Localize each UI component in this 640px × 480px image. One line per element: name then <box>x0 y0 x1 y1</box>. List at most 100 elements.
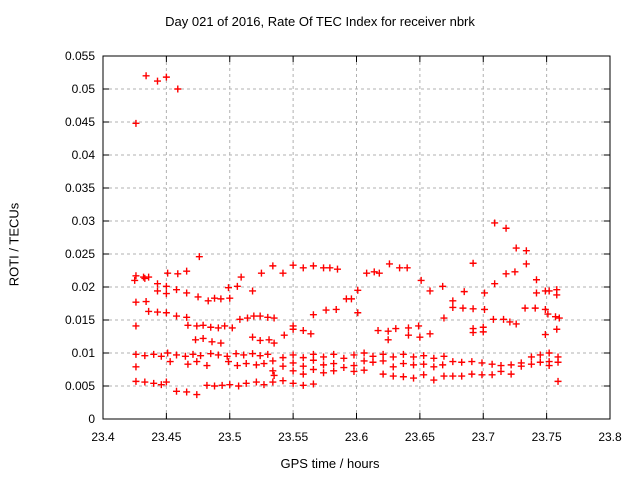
data-point-marker <box>252 361 260 369</box>
data-point-marker <box>193 391 201 399</box>
data-point-marker <box>243 314 251 322</box>
data-point-marker <box>426 287 434 295</box>
data-point-marker <box>502 270 510 278</box>
data-point-marker <box>468 358 476 366</box>
data-point-marker <box>264 313 272 321</box>
data-point-marker <box>449 372 457 380</box>
data-point-marker <box>512 244 520 252</box>
y-tick-label: 0.035 <box>65 181 95 195</box>
data-point-marker <box>218 381 226 389</box>
data-point-marker <box>399 373 407 381</box>
x-tick-label: 23.75 <box>532 430 562 444</box>
data-point-marker <box>430 354 438 362</box>
data-point-marker <box>166 358 174 366</box>
data-point-marker <box>481 305 489 313</box>
data-point-marker <box>260 360 268 368</box>
x-axis-label: GPS time / hours <box>280 456 380 471</box>
data-point-marker <box>141 274 149 282</box>
data-point-marker <box>154 308 162 316</box>
data-point-marker <box>553 325 561 333</box>
data-point-marker <box>154 287 162 295</box>
data-point-marker <box>299 370 307 378</box>
data-point-marker <box>173 312 181 320</box>
data-point-marker <box>181 352 189 360</box>
data-point-marker <box>226 294 234 302</box>
data-point-marker <box>320 353 328 361</box>
data-point-marker <box>340 364 348 372</box>
y-tick-label: 0.025 <box>65 247 95 261</box>
data-point-marker <box>132 350 140 358</box>
data-point-marker <box>469 329 477 337</box>
data-point-marker <box>403 264 411 272</box>
data-point-marker <box>249 287 257 295</box>
data-point-marker <box>162 282 170 290</box>
y-tick-label: 0.055 <box>65 49 95 63</box>
data-point-marker <box>154 77 162 85</box>
data-point-marker <box>420 360 428 368</box>
data-point-marker <box>479 328 487 336</box>
data-point-marker <box>379 357 387 365</box>
data-point-marker <box>173 387 181 395</box>
data-point-marker <box>183 267 191 275</box>
data-point-marker <box>208 338 216 346</box>
data-point-marker <box>240 351 248 359</box>
data-point-marker <box>500 315 508 323</box>
data-point-marker <box>174 270 182 278</box>
data-point-marker <box>389 372 397 380</box>
x-tick-label: 23.4 <box>91 430 115 444</box>
data-point-marker <box>532 276 540 284</box>
data-point-marker <box>449 303 457 311</box>
data-point-marker <box>439 361 447 369</box>
data-point-marker <box>309 350 317 358</box>
data-point-marker <box>478 371 486 379</box>
data-point-marker <box>491 219 499 227</box>
data-point-marker <box>157 352 165 360</box>
data-point-marker <box>199 321 207 329</box>
data-point-marker <box>289 359 297 367</box>
data-point-marker <box>142 298 150 306</box>
data-point-marker <box>545 362 553 370</box>
data-point-marker <box>249 333 257 341</box>
data-point-marker <box>236 315 244 323</box>
data-point-marker <box>256 312 264 320</box>
x-tick-labels: 23.4 23.45 23.5 23.55 23.6 23.65 23.7 23.75 23.8 <box>91 430 622 444</box>
data-point-marker <box>164 269 172 277</box>
data-point-marker <box>250 312 258 320</box>
data-point-marker <box>440 314 448 322</box>
data-point-marker <box>162 290 170 298</box>
data-point-marker <box>385 260 393 268</box>
data-point-marker <box>184 321 192 329</box>
data-point-marker <box>193 358 201 366</box>
data-point-marker <box>132 377 140 385</box>
data-point-marker <box>374 327 382 335</box>
y-tick-label: 0.04 <box>72 148 96 162</box>
data-point-marker <box>333 265 341 273</box>
data-point-marker <box>545 287 553 295</box>
data-point-marker <box>195 253 203 261</box>
data-point-marker <box>207 323 215 331</box>
data-point-marker <box>415 322 423 330</box>
y-tick-labels: 0 0.005 0.01 0.015 0.02 0.025 0.03 0.035 0.04 0.0… <box>65 49 95 426</box>
data-point-marker <box>233 282 241 290</box>
chart-title: Day 021 of 2016, Rate Of TEC Index for r… <box>165 14 475 29</box>
data-point-marker <box>399 360 407 368</box>
data-point-marker <box>132 298 140 306</box>
data-point-marker <box>554 377 562 385</box>
data-point-marker <box>141 352 149 360</box>
data-point-marker <box>197 352 205 360</box>
data-point-marker <box>370 268 378 276</box>
data-point-marker <box>309 380 317 388</box>
data-point-marker <box>350 362 358 370</box>
data-point-marker <box>469 305 477 313</box>
data-point-marker <box>354 309 362 317</box>
data-point-marker <box>132 272 140 280</box>
data-point-marker <box>430 363 438 371</box>
data-point-marker <box>517 362 525 370</box>
data-point-marker <box>145 273 153 281</box>
data-point-marker <box>404 331 412 339</box>
data-point-marker <box>269 262 277 270</box>
data-point-marker <box>214 324 222 332</box>
data-point-marker <box>299 362 307 370</box>
data-point-marker <box>242 360 250 368</box>
data-point-marker <box>536 358 544 366</box>
